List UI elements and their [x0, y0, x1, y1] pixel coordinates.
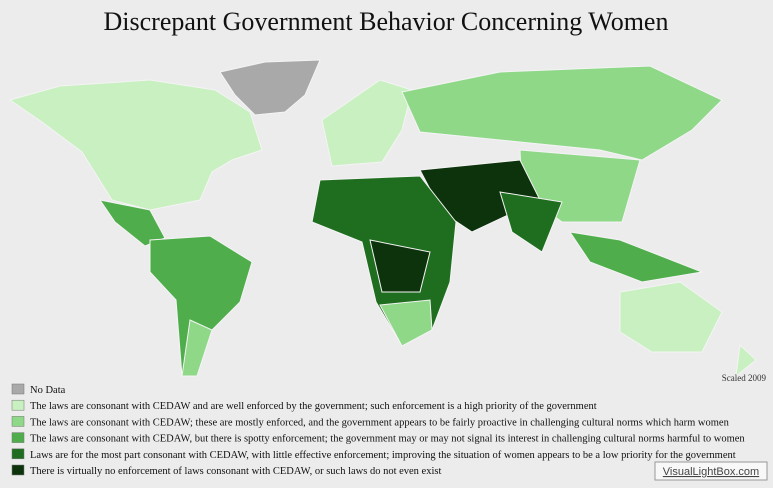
- legend-label: The laws are consonant with CEDAW and ar…: [30, 401, 597, 412]
- legend-swatch: [11, 448, 25, 460]
- world-map: [8, 59, 757, 378]
- legend-swatch: [11, 383, 25, 395]
- argentina: [181, 319, 213, 377]
- legend-label: Laws are for the most part consonant wit…: [30, 450, 736, 461]
- legend-swatch: [11, 432, 25, 443]
- legend-label: The laws are consonant with CEDAW; these…: [30, 417, 730, 428]
- legend: No Data The laws are consonant with CEDAW…: [11, 383, 745, 477]
- scale-note: Scaled 2009: [722, 373, 767, 383]
- central-africa: [369, 239, 431, 293]
- india: [499, 191, 563, 253]
- legend-label: There is virtually no enforcement of law…: [30, 466, 441, 477]
- legend-label: The laws are consonant with CEDAW, but t…: [30, 434, 745, 445]
- legend-swatch: [11, 399, 25, 411]
- north-america: [8, 79, 263, 211]
- watermark-box: [654, 461, 768, 481]
- greenland: [219, 59, 321, 116]
- legend-swatch: [11, 416, 25, 427]
- southeast-asia: [568, 231, 704, 283]
- legend-label: No Data: [30, 385, 66, 396]
- legend-swatch: [11, 464, 25, 476]
- south-africa: [379, 299, 433, 347]
- russia: [401, 65, 723, 161]
- australia: [619, 281, 723, 353]
- title: Discrepant Government Behavior Concernin…: [104, 7, 669, 36]
- europe: [321, 79, 413, 167]
- watermark[interactable]: VisualLightBox.com: [663, 466, 759, 478]
- new-zealand: [735, 343, 757, 378]
